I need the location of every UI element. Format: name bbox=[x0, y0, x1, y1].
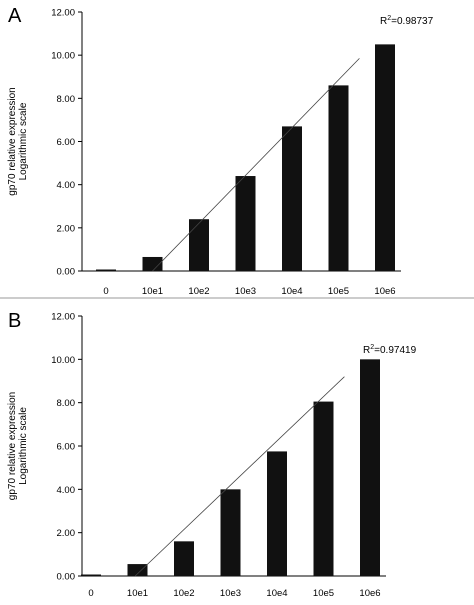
bar bbox=[220, 489, 241, 576]
panel-letter: B bbox=[8, 310, 21, 332]
x-tick-label: 10e6 bbox=[374, 286, 395, 297]
bar bbox=[313, 401, 334, 576]
y-tick-label: 10.00 bbox=[51, 355, 75, 366]
x-tick-label: 0 bbox=[88, 588, 93, 599]
bar bbox=[174, 541, 194, 576]
y-axis-label: Logarithmic scale bbox=[18, 407, 29, 485]
y-tick-label: 8.00 bbox=[57, 398, 76, 409]
y-axis-label: gp70 relative expression bbox=[7, 87, 18, 195]
panel-letter: A bbox=[8, 5, 22, 27]
y-tick-label: 10.00 bbox=[51, 51, 75, 62]
y-tick-label: 2.00 bbox=[57, 223, 76, 234]
bar bbox=[267, 451, 287, 576]
x-tick-label: 10e5 bbox=[313, 588, 334, 599]
bar bbox=[235, 176, 256, 271]
x-tick-label: 10e3 bbox=[220, 588, 241, 599]
y-tick-label: 0.00 bbox=[57, 572, 76, 583]
bar bbox=[360, 359, 380, 576]
bar bbox=[96, 269, 116, 271]
trendline bbox=[152, 58, 360, 272]
bar bbox=[328, 85, 349, 271]
bar bbox=[375, 44, 395, 271]
y-tick-label: 6.00 bbox=[57, 137, 76, 148]
y-axis-label: gp70 relative expression bbox=[7, 392, 18, 500]
y-tick-label: 12.00 bbox=[51, 8, 75, 19]
x-tick-label: 10e2 bbox=[188, 286, 209, 297]
y-tick-label: 4.00 bbox=[57, 180, 76, 191]
trendline bbox=[134, 376, 345, 577]
x-tick-label: 10e3 bbox=[235, 286, 256, 297]
x-tick-label: 10e2 bbox=[173, 588, 194, 599]
bar bbox=[189, 219, 209, 271]
x-tick-label: 10e6 bbox=[359, 588, 380, 599]
y-axis-label: Logarithmic scale bbox=[18, 102, 29, 180]
y-tick-label: 8.00 bbox=[57, 94, 76, 105]
bar bbox=[142, 256, 163, 271]
bar bbox=[282, 126, 302, 272]
bar bbox=[127, 564, 148, 576]
y-tick-label: 4.00 bbox=[57, 485, 76, 496]
y-tick-label: 6.00 bbox=[57, 442, 76, 453]
bar bbox=[81, 574, 101, 576]
x-tick-label: 10e4 bbox=[281, 286, 302, 297]
y-tick-label: 2.00 bbox=[57, 528, 76, 539]
x-tick-label: 0 bbox=[103, 286, 108, 297]
x-tick-label: 10e1 bbox=[142, 286, 163, 297]
x-tick-label: 10e4 bbox=[266, 588, 287, 599]
y-tick-label: 0.00 bbox=[57, 267, 76, 278]
x-tick-label: 10e1 bbox=[127, 588, 148, 599]
x-tick-label: 10e5 bbox=[328, 286, 349, 297]
r-squared-label: R2=0.98737 bbox=[380, 15, 434, 27]
y-tick-label: 12.00 bbox=[51, 312, 75, 323]
r-squared-label: R2=0.97419 bbox=[363, 344, 417, 356]
